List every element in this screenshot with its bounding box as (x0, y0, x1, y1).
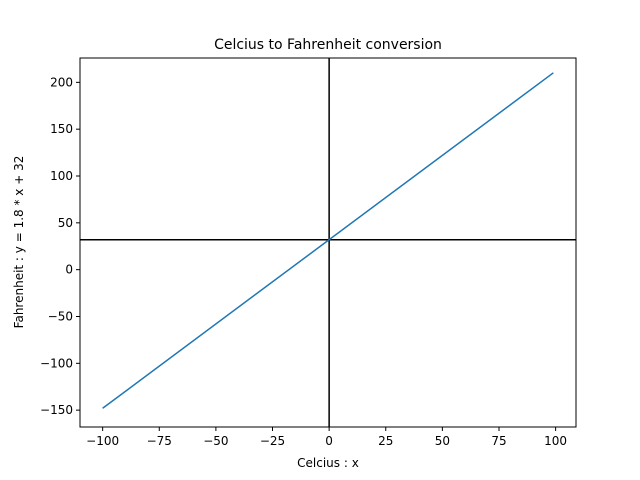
y-tick-label: 0 (65, 263, 73, 277)
x-tick-label: 75 (491, 434, 506, 448)
y-tick-label: 100 (50, 169, 73, 183)
x-tick-label: −50 (203, 434, 228, 448)
x-tick-label: −75 (147, 434, 172, 448)
y-tick-label: −100 (40, 356, 73, 370)
y-tick-label: 150 (50, 122, 73, 136)
plot-area (80, 58, 576, 427)
x-tick-label: 50 (435, 434, 450, 448)
x-tick-label: −100 (86, 434, 119, 448)
y-tick-label: −50 (48, 309, 73, 323)
y-tick-label: −150 (40, 403, 73, 417)
x-tick-label: 0 (325, 434, 333, 448)
axes-frame (79, 57, 577, 428)
y-tick-label: 200 (50, 75, 73, 89)
y-tick-label: 50 (58, 216, 73, 230)
x-tick-label: −25 (260, 434, 285, 448)
x-axis-label: Celcius : x (297, 456, 359, 470)
x-tick-label: 100 (544, 434, 567, 448)
x-tick-label: 25 (378, 434, 393, 448)
y-axis-label: Fahrenheit : y = 1.8 * x + 32 (12, 156, 26, 329)
chart-title: Celcius to Fahrenheit conversion (214, 37, 442, 53)
axis-ticks: −100 −75 −50 −25 0 25 50 75 100 −150 −100 −50 0 50 100… (40, 75, 567, 448)
series-line-0 (102, 72, 554, 409)
